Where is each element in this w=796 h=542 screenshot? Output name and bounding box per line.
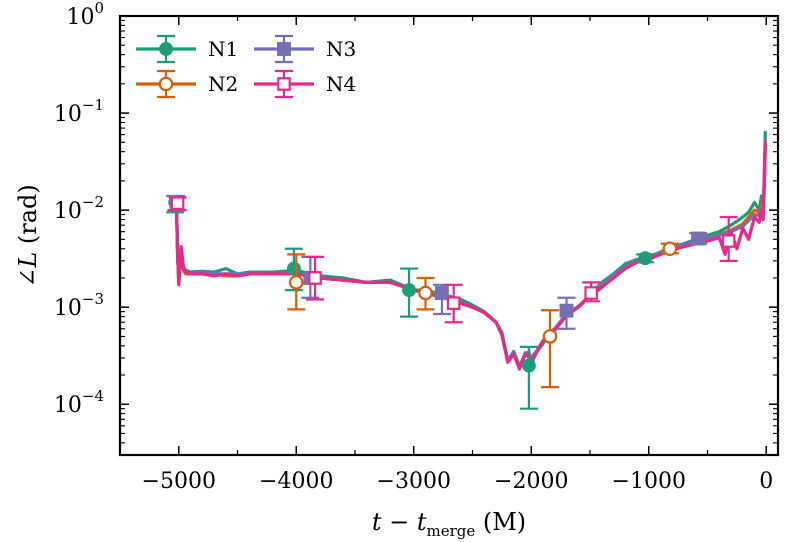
legend-label: N1 — [208, 37, 238, 61]
data-point-n1 — [286, 261, 301, 276]
legend-marker — [158, 76, 174, 92]
data-point-n3 — [435, 286, 449, 300]
x-tick-label: −1000 — [612, 469, 686, 494]
errorbar-n3 — [432, 283, 451, 316]
data-point-n2 — [662, 241, 678, 257]
x-tick-label: 0 — [759, 469, 773, 494]
x-tick-label: −2000 — [494, 469, 568, 494]
data-point-n4 — [446, 296, 461, 310]
y-tick-label: 10−4 — [54, 387, 104, 418]
legend-entry-n1: N1 — [136, 34, 238, 64]
errorbar-n1 — [519, 345, 538, 410]
data-point-n4 — [584, 286, 598, 300]
data-point-n1 — [521, 358, 536, 373]
data-point-n2 — [418, 285, 433, 301]
errorbar-n3 — [689, 231, 708, 246]
legend-entry-n3: N3 — [254, 34, 356, 64]
errorbar-n4 — [306, 255, 325, 301]
x-axis-label: t − tmerge (M) — [372, 508, 526, 540]
series-errorbars — [166, 194, 738, 410]
series-lines — [173, 131, 767, 371]
errorbar-n1 — [400, 267, 419, 318]
x-tick-label: −5000 — [142, 469, 216, 494]
errorbar-n4 — [444, 283, 463, 324]
x-tick-label: −3000 — [377, 469, 451, 494]
x-tick-label: −4000 — [259, 469, 333, 494]
legend-entry-n2: N2 — [136, 69, 238, 99]
errorbar-n4 — [719, 215, 738, 262]
legend-entry-n4: N4 — [254, 69, 356, 99]
plot-frame — [118, 14, 780, 457]
errorbar-n4 — [168, 196, 187, 212]
legend-label: N4 — [326, 72, 356, 96]
errorbar-n2 — [660, 241, 679, 257]
data-point-n2 — [288, 275, 304, 290]
errorbar-n2 — [416, 276, 435, 311]
data-point-n4 — [721, 234, 736, 248]
legend: N1 N2 N3 N4 — [136, 34, 356, 99]
data-point-n2 — [542, 329, 558, 344]
legend-label: N2 — [208, 72, 238, 96]
y-tick-label: 100 — [66, 0, 104, 30]
y-tick-label: 10−2 — [54, 193, 104, 224]
legend-label: N3 — [326, 37, 356, 61]
data-point-n3 — [691, 231, 706, 246]
legend-marker — [277, 42, 291, 56]
errorbar-n2 — [287, 253, 306, 311]
errorbar-n3 — [557, 296, 576, 330]
data-point-n1 — [638, 251, 653, 266]
y-tick-label: 10−1 — [54, 96, 104, 127]
y-axis-label: ∠L (rad) — [14, 184, 42, 288]
y-tick-label: 10−3 — [54, 290, 104, 321]
series-line-n4 — [173, 142, 767, 371]
data-point-n3 — [559, 303, 574, 318]
errorbar-n1 — [636, 251, 655, 266]
data-point-n1 — [402, 283, 416, 298]
legend-marker — [159, 42, 173, 56]
errorbar-n4 — [582, 281, 601, 303]
legend-marker — [277, 77, 291, 91]
data-point-n4 — [170, 196, 185, 210]
data-point-n4 — [308, 271, 322, 285]
axes: −5000 −4000 −3000 −2000 −1000 0 100 10−1 10−2 10−… — [54, 0, 778, 494]
errorbar-n2 — [541, 309, 560, 389]
